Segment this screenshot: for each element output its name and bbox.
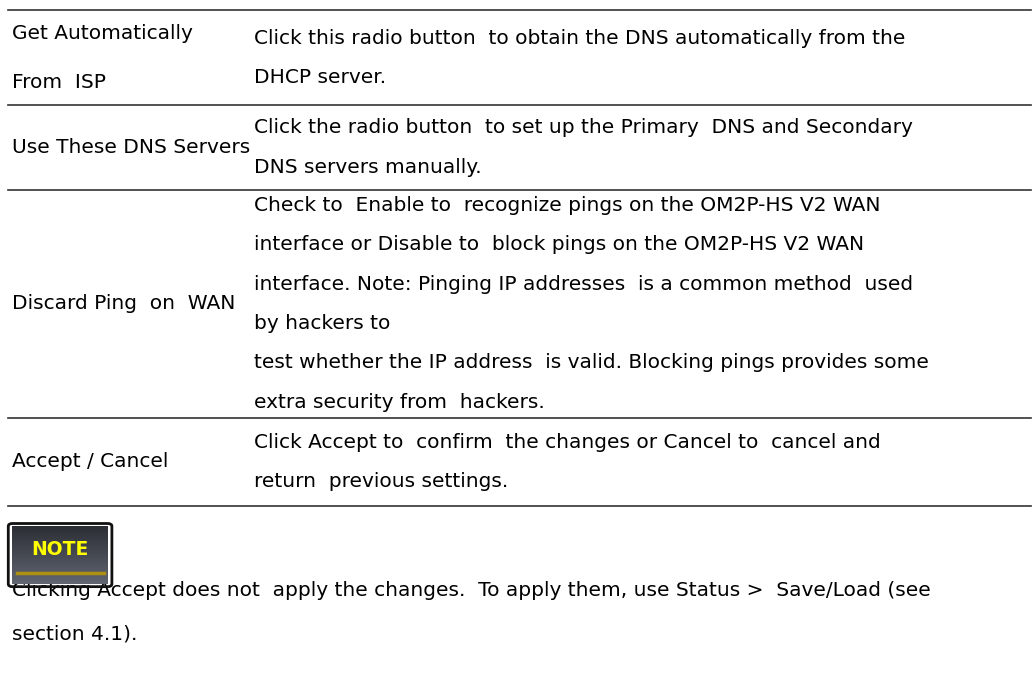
Bar	[12, 527, 108, 529]
Bar	[12, 551, 108, 553]
Text: NOTE: NOTE	[31, 540, 89, 559]
Bar	[12, 566, 108, 568]
Bar	[12, 547, 108, 549]
Bar	[12, 536, 108, 538]
Bar	[12, 528, 108, 530]
Bar	[12, 579, 108, 581]
Text: interface or Disable to  block pings on the OM2P-HS V2 WAN: interface or Disable to block pings on t…	[254, 236, 864, 254]
Bar	[12, 569, 108, 571]
Bar	[12, 576, 108, 578]
Bar	[12, 537, 108, 539]
Bar	[12, 557, 108, 559]
Bar	[12, 543, 108, 545]
Bar	[12, 533, 108, 535]
Bar	[12, 550, 108, 552]
Bar	[12, 562, 108, 564]
Text: by hackers to: by hackers to	[254, 314, 391, 333]
Text: interface. Note: Pinging IP addresses  is a common method  used: interface. Note: Pinging IP addresses is…	[254, 275, 913, 293]
Bar	[12, 568, 108, 570]
Text: Click Accept to  confirm  the changes or Cancel to  cancel and: Click Accept to confirm the changes or C…	[254, 433, 881, 452]
Bar	[12, 570, 108, 572]
Bar	[12, 574, 108, 576]
Text: Click the radio button  to set up the Primary  DNS and Secondary: Click the radio button to set up the Pri…	[254, 119, 913, 137]
Text: Clicking Accept does not  apply the changes.  To apply them, use Status >  Save/: Clicking Accept does not apply the chang…	[12, 581, 931, 600]
Text: Click this radio button  to obtain the DNS automatically from the: Click this radio button to obtain the DN…	[254, 29, 905, 48]
Text: From  ISP: From ISP	[12, 73, 107, 92]
Bar	[12, 572, 108, 574]
Text: return  previous settings.: return previous settings.	[254, 472, 508, 491]
Bar	[12, 559, 108, 561]
Bar	[12, 563, 108, 565]
Bar	[12, 534, 108, 536]
Bar	[12, 541, 108, 543]
Bar	[12, 545, 108, 547]
Text: Accept / Cancel: Accept / Cancel	[12, 452, 169, 471]
Text: DHCP server.: DHCP server.	[254, 68, 386, 87]
Bar	[12, 582, 108, 584]
Bar	[12, 556, 108, 558]
Text: DNS servers manually.: DNS servers manually.	[254, 158, 482, 177]
Bar	[12, 577, 108, 580]
Bar	[12, 546, 108, 548]
Text: Get Automatically: Get Automatically	[12, 24, 194, 43]
Text: extra security from  hackers.: extra security from hackers.	[254, 393, 545, 411]
Bar	[12, 581, 108, 583]
Bar	[12, 560, 108, 562]
Bar	[12, 531, 108, 534]
Text: section 4.1).: section 4.1).	[12, 625, 138, 644]
Bar	[12, 549, 108, 551]
Bar	[12, 564, 108, 566]
Bar	[12, 553, 108, 555]
Bar	[12, 526, 108, 528]
Bar	[12, 538, 108, 540]
Bar	[12, 540, 108, 542]
Bar	[12, 554, 108, 557]
Text: Check to  Enable to  recognize pings on the OM2P-HS V2 WAN: Check to Enable to recognize pings on th…	[254, 196, 881, 215]
Bar	[12, 573, 108, 575]
Bar	[12, 530, 108, 532]
Text: Use These DNS Servers: Use These DNS Servers	[12, 139, 251, 157]
Text: Discard Ping  on  WAN: Discard Ping on WAN	[12, 295, 236, 313]
Text: test whether the IP address  is valid. Blocking pings provides some: test whether the IP address is valid. Bl…	[254, 354, 928, 372]
